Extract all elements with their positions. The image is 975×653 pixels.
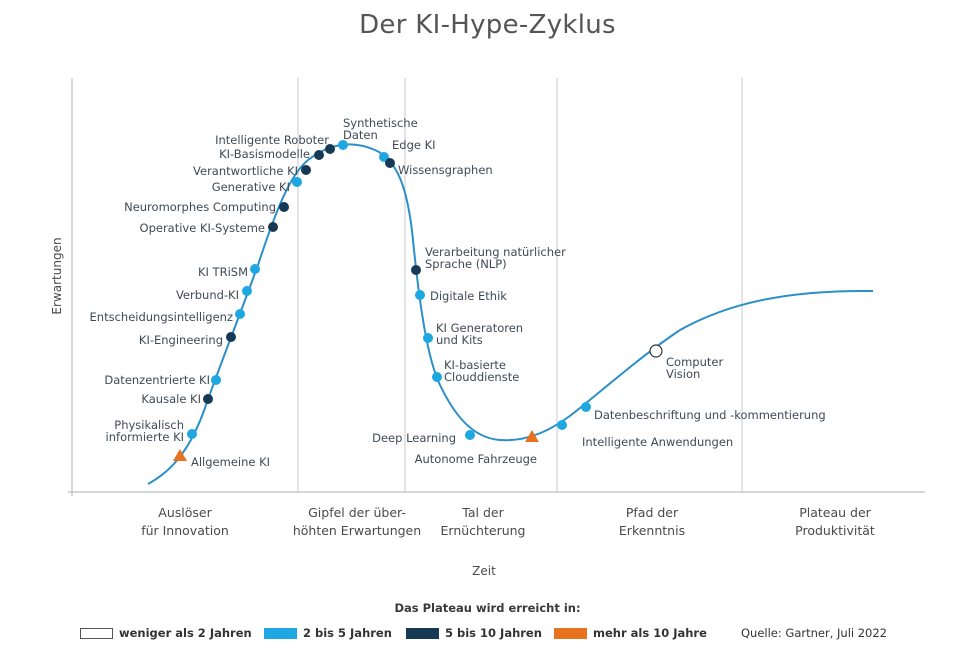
legend-label-lt2: weniger als 2 Jahren	[119, 626, 252, 640]
phase-label-1-2: für Innovation	[141, 523, 229, 538]
technology-label-3: Kausale KI	[141, 392, 201, 406]
phase-label-3-1: Tal der	[461, 505, 504, 520]
technology-label-18: Verarbeitung natürlicher Sprache (NLP)	[425, 245, 566, 271]
legend-item-lt2: weniger als 2 Jahren	[80, 626, 252, 640]
technology-label-7: Verbund-KI	[176, 288, 239, 302]
phase-labels: Auslöser für Innovation Gipfel der über-hö…	[141, 505, 875, 538]
marker-3	[203, 394, 213, 404]
technology-label-17: Wissensgraphen	[398, 163, 493, 177]
technology-label-26: Computer Vision	[666, 355, 723, 381]
technology-label-10: Neuromorphes Computing	[124, 200, 276, 214]
phase-label-5-2: Produktivität	[795, 523, 875, 538]
marker-19	[415, 290, 425, 300]
technology-label-16: Edge KI	[392, 138, 436, 152]
legend-item-gt10: mehr als 10 Jahre	[554, 626, 707, 640]
diagram-title: Der KI-Hype-Zyklus	[359, 10, 616, 40]
marker-25	[581, 402, 591, 412]
legend-swatch-gt10	[554, 627, 587, 639]
legend-swatch-5to10	[406, 627, 439, 639]
marker-2	[187, 429, 197, 439]
marker-11	[292, 177, 302, 187]
technology-label-23: Autonome Fahrzeuge	[415, 452, 537, 466]
phase-label-4-1: Pfad der	[626, 505, 679, 520]
phase-label-2-2: höhten Erwartungen	[293, 523, 421, 538]
marker-12	[301, 165, 311, 175]
x-axis-label: Zeit	[472, 564, 496, 578]
legend-label-gt10: mehr als 10 Jahre	[593, 626, 707, 640]
source-note: Quelle: Gartner, Juli 2022	[741, 626, 888, 640]
marker-9	[268, 222, 278, 232]
marker-10	[279, 202, 289, 212]
marker-23	[525, 430, 539, 442]
technology-label-24: Intelligente Anwendungen	[582, 435, 733, 449]
marker-8	[250, 264, 260, 274]
phase-label-1-1: Auslöser	[158, 505, 212, 520]
marker-15	[338, 140, 348, 150]
legend-title: Das Plateau wird erreicht in:	[394, 601, 581, 615]
marker-18	[411, 265, 421, 275]
technology-label-9: Operative KI-Systeme	[140, 221, 265, 235]
technology-markers: Allgemeine KI Physikalisch informierte KI K…	[90, 116, 826, 469]
legend: weniger als 2 Jahren 2 bis 5 Jahren 5 bi…	[80, 626, 900, 642]
marker-26	[649, 344, 663, 358]
technology-label-12: Verantwortliche KI	[193, 164, 298, 178]
legend-item-5to10: 5 bis 10 Jahren	[406, 626, 542, 640]
technology-label-1: Allgemeine KI	[191, 455, 270, 469]
marker-17	[385, 158, 395, 168]
legend-swatch-lt2	[80, 627, 113, 639]
technology-label-15: Synthetische Daten	[343, 116, 418, 142]
technology-label-2: Physikalisch informierte KI	[106, 418, 184, 444]
technology-label-22: Deep Learning	[372, 431, 456, 445]
technology-label-19: Digitale Ethik	[430, 289, 507, 303]
technology-label-25: Datenbeschriftung und -kommentierung	[594, 408, 826, 422]
phase-gridlines	[297, 78, 743, 492]
technology-label-6: Entscheidungsintelligenz	[90, 310, 233, 324]
marker-14	[325, 144, 335, 154]
technology-label-5: KI-Engineering	[139, 333, 223, 347]
technology-label-21: KI-basierte Clouddienste	[444, 358, 519, 384]
marker-6	[235, 309, 245, 319]
marker-20	[423, 333, 433, 343]
technology-label-11: Generative KI	[212, 180, 290, 194]
marker-7	[242, 286, 252, 296]
marker-4	[211, 375, 221, 385]
hype-curve	[147, 143, 874, 485]
legend-item-2to5: 2 bis 5 Jahren	[264, 626, 392, 640]
legend-label-2to5: 2 bis 5 Jahren	[303, 626, 392, 640]
technology-label-13: KI-Basismodelle	[219, 147, 310, 161]
technology-label-8: KI TRiSM	[198, 265, 248, 279]
technology-label-20: KI Generatoren und Kits	[436, 321, 523, 347]
technology-label-4: Datenzentrierte KI	[104, 373, 210, 387]
marker-5	[226, 332, 236, 342]
phase-label-5-1: Plateau der	[799, 505, 871, 520]
phase-label-3-2: Ernüchterung	[441, 523, 526, 538]
technology-label-14: Intelligente Roboter	[215, 133, 329, 147]
legend-label-5to10: 5 bis 10 Jahren	[445, 626, 542, 640]
legend-swatch-2to5	[264, 627, 297, 639]
marker-21	[432, 372, 442, 382]
marker-13	[314, 150, 324, 160]
y-axis-label: Erwartungen	[50, 237, 64, 314]
marker-1	[173, 449, 187, 461]
phase-label-4-2: Erkenntnis	[619, 523, 685, 538]
marker-22	[465, 430, 475, 440]
marker-24	[557, 420, 567, 430]
phase-label-2-1: Gipfel der über-	[308, 505, 406, 520]
